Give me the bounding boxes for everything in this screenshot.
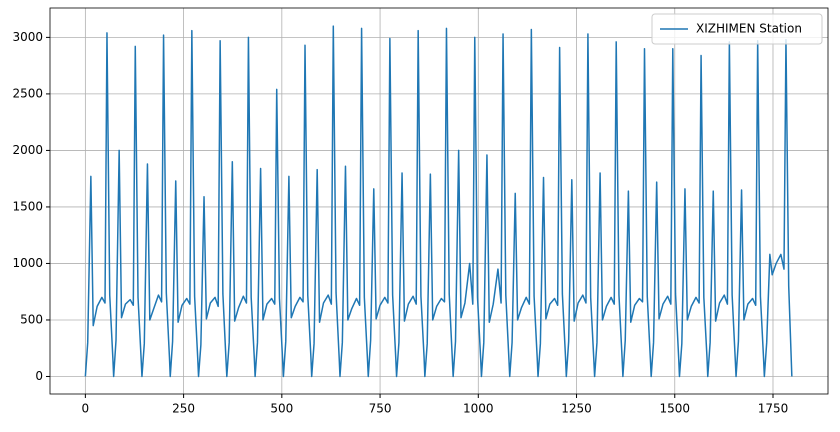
- y-tick-label: 1500: [12, 199, 43, 213]
- legend-box: [651, 13, 823, 45]
- x-tick-label: 1000: [463, 402, 494, 416]
- plot-frame: [49, 7, 829, 395]
- y-tick-label: 2000: [12, 143, 43, 157]
- y-tick-label: 1000: [12, 256, 43, 270]
- x-tick-label: 1750: [758, 402, 789, 416]
- x-tick-label: 0: [82, 402, 90, 416]
- y-tick-label: 500: [20, 312, 43, 326]
- x-tick-label: 1250: [561, 402, 592, 416]
- line: [84, 25, 793, 378]
- y-tick-label: 3000: [12, 30, 43, 44]
- x-tick-label: 500: [270, 402, 293, 416]
- y-tick-label: 2500: [12, 86, 43, 100]
- x-tick-label: 1500: [659, 402, 690, 416]
- x-tick-label: 250: [172, 402, 195, 416]
- x-tick-label: 750: [369, 402, 392, 416]
- y-tick-label: 0: [35, 369, 43, 383]
- legend-label: XIZHIMEN Station: [696, 22, 802, 36]
